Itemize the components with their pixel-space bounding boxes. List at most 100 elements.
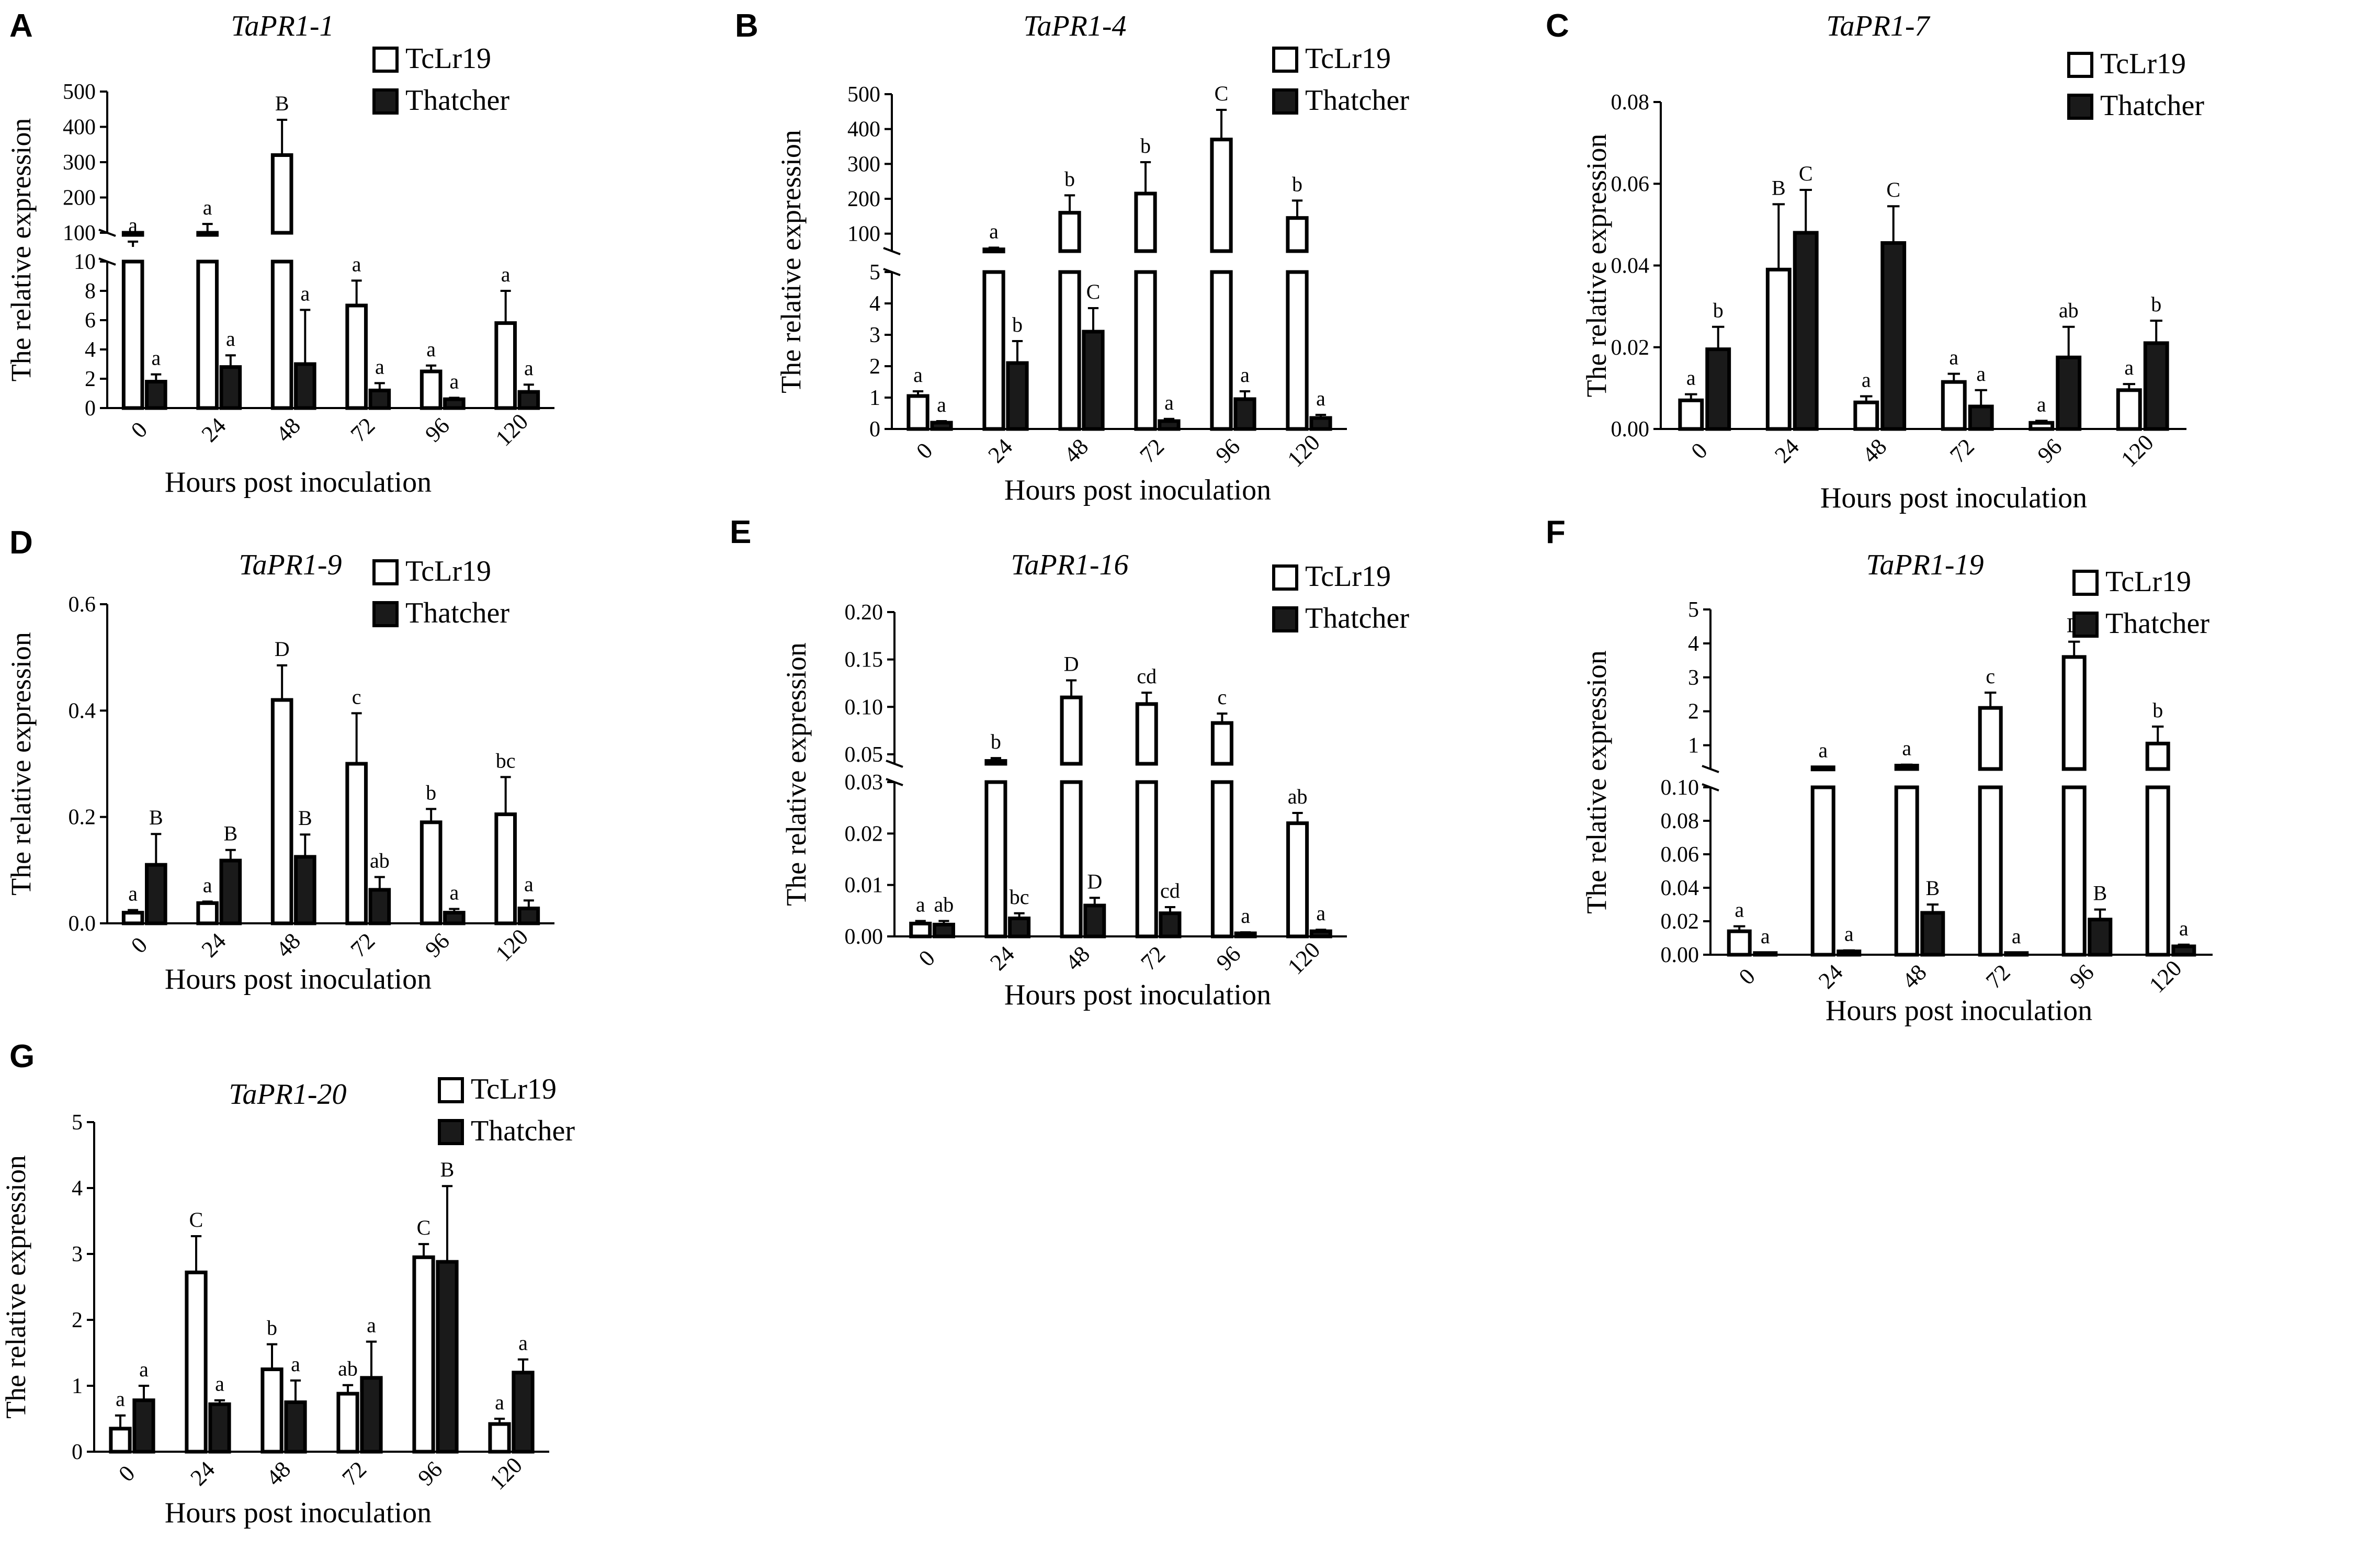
bar	[109, 1427, 132, 1454]
axis-break-mark	[886, 760, 903, 768]
bar	[2088, 918, 2113, 957]
significance-letter: a	[1818, 738, 1828, 762]
legend-swatch-tclr19	[2072, 570, 2099, 596]
significance-letter: b	[426, 781, 436, 804]
y-axis: 0 1 2 3 4 5 100 200 300 400 500	[847, 83, 901, 442]
bar-upper-segment	[984, 759, 1007, 766]
significance-letter: D	[275, 637, 290, 661]
bar-lower-segment	[1210, 780, 1233, 939]
y-tick-label: 0.10	[1661, 776, 1699, 800]
significance-letter: ab	[338, 1357, 358, 1381]
y-tick-label: 0.00	[845, 925, 883, 949]
y-tick-label: 4	[1688, 632, 1699, 656]
bar-thatcher: b	[1006, 313, 1029, 431]
x-tick-label: 120	[1283, 937, 1325, 979]
bar-thatcher: a	[132, 1358, 155, 1454]
x-tick-label: 24	[1770, 434, 1804, 468]
y-axis-title: The relative expression	[5, 632, 37, 896]
significance-letter: c	[352, 685, 361, 708]
significance-letter: b	[267, 1316, 277, 1340]
bar-tclr19: D	[1060, 652, 1083, 939]
significance-letter: a	[116, 1387, 125, 1411]
significance-letter: a	[139, 1358, 149, 1381]
y-tick-label: 400	[63, 116, 96, 140]
y-tick-label: 3	[72, 1242, 83, 1267]
y-tick-label: 2	[85, 367, 96, 391]
legend-swatch-tclr19	[1272, 47, 1298, 73]
bar	[219, 858, 242, 925]
bar-tclr19: b	[420, 781, 443, 925]
y-tick-label: 0.6	[69, 593, 96, 617]
bar-lower-segment	[984, 780, 1007, 939]
panel-f-plot: 0.00 0.02 0.04 0.06 0.08 0.10 1 2 3 4 5 0 24 48 72 96 12…	[1581, 566, 2213, 1027]
bar-tclr19: C	[412, 1216, 435, 1454]
y-tick-label: 0.04	[1661, 876, 1699, 900]
bar	[1705, 347, 1731, 431]
bar-tclr19: a	[494, 263, 517, 410]
bar-tclr19: cd	[1135, 664, 1158, 939]
bar-tclr19: b	[984, 730, 1007, 939]
axis-break-mark	[1702, 765, 1719, 773]
significance-letter: a	[2179, 917, 2189, 940]
bar-thatcher: D	[1083, 869, 1106, 939]
significance-letter: a	[1862, 368, 1871, 392]
bar-thatcher: a	[145, 346, 167, 410]
significance-letter: cd	[1137, 664, 1157, 688]
y-tick-label: 0.05	[845, 743, 883, 767]
x-tick-label: 96	[420, 928, 455, 963]
bar	[1158, 419, 1181, 431]
significance-letter: C	[417, 1216, 431, 1239]
significance-letter: cd	[1160, 879, 1180, 902]
panel-e: E TaPR1-16 0.000.010.020.030.050.100.150…	[730, 514, 1409, 1011]
significance-letter: b	[1064, 167, 1075, 190]
bar-lower-segment	[2061, 785, 2087, 957]
significance-letter: ab	[2059, 299, 2079, 322]
bar	[336, 1392, 359, 1454]
y-axis: 0.00 0.02 0.04 0.06 0.08 0.10 1 2 3 4 5	[1661, 598, 1719, 967]
bar-upper-segment	[1894, 764, 1919, 771]
bar	[368, 388, 391, 410]
legend-label-tclr19: TcLr19	[1305, 42, 1391, 75]
legend-swatch-tclr19	[372, 47, 399, 73]
legend-label-tclr19: TcLr19	[2105, 566, 2191, 598]
bar-thatcher: a	[2171, 917, 2196, 957]
significance-letter: a	[1844, 922, 1854, 946]
bar-lower-segment	[1134, 270, 1157, 431]
significance-letter: c	[1218, 685, 1227, 709]
legend-swatch-thatcher	[2072, 612, 2099, 638]
x-tick-label: 72	[1981, 959, 2015, 994]
significance-letter: a	[1316, 387, 1325, 410]
bar	[1853, 400, 1879, 431]
y-tick-label: 400	[847, 118, 880, 142]
y-tick-label: 10	[74, 250, 96, 274]
y-tick-label: 0.03	[845, 771, 883, 795]
significance-letter: a	[1686, 366, 1696, 390]
legend: TcLr19 Thatcher	[1272, 42, 1409, 117]
y-axis-title: The relative expression	[0, 1155, 31, 1419]
bar	[1233, 397, 1256, 431]
panel-c-title: TaPR1-7	[1826, 10, 1930, 42]
bar	[1920, 911, 1945, 957]
y-tick-label: 0	[72, 1440, 83, 1464]
x-axis-title: Hours post inoculation	[1004, 474, 1271, 506]
x-tick-label: 24	[197, 413, 231, 447]
bar	[1880, 241, 1907, 431]
y-tick-label: 4	[869, 292, 880, 316]
bar-thatcher: a	[1968, 362, 1994, 431]
panel-f-title: TaPR1-19	[1866, 549, 1984, 581]
bar	[420, 369, 443, 410]
bar-upper-segment	[1058, 211, 1081, 253]
bar	[1941, 380, 1967, 431]
legend: TcLr19 Thatcher	[372, 555, 509, 629]
significance-letter: B	[2093, 881, 2107, 905]
y-tick-label: 5	[869, 261, 880, 285]
bar	[132, 1398, 155, 1454]
bar-upper-segment	[1060, 695, 1083, 766]
y-tick-label: 0.02	[1661, 910, 1699, 934]
x-tick-label: 0	[126, 417, 152, 443]
panel-b-plot: 0 1 2 3 4 5 100 200 300 400 500 0 24 48 72 96 120 Hours p…	[775, 42, 1409, 506]
panel-f: F TaPR1-19 0.00 0.02 0.04 0.06 0.08 0.10 1 2 3 4 5…	[1546, 514, 2213, 1027]
significance-letter: C	[189, 1208, 203, 1231]
significance-letter: a	[1902, 737, 1911, 760]
bar	[1837, 949, 1862, 957]
